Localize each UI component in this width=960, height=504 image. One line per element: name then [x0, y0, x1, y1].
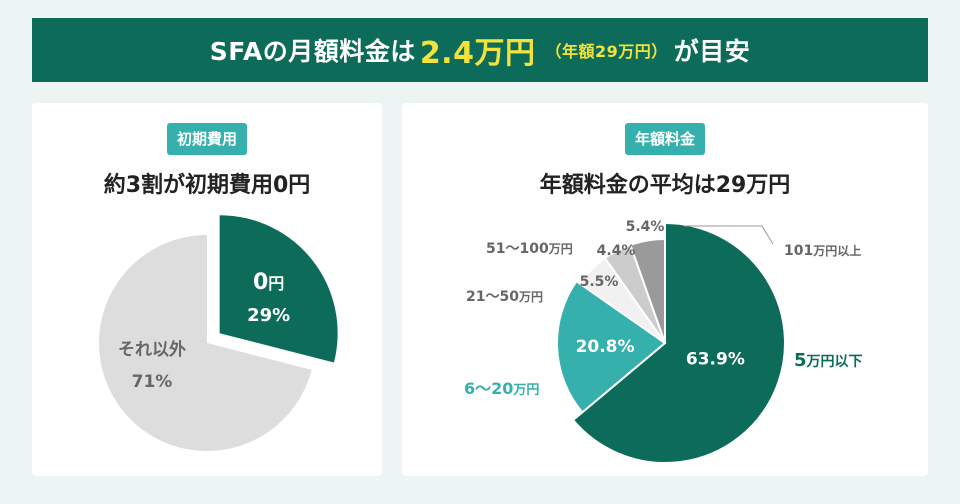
- pie-slice-5man-or-less: [571, 221, 786, 464]
- pie-slice-zero-yen: [219, 215, 338, 363]
- slice-value-51-100man: 4.4%: [597, 243, 636, 259]
- banner-text-post: が目安: [673, 37, 751, 66]
- leader-line-101man: [684, 225, 774, 245]
- annual-fee-title: 年額料金の平均は29万円: [539, 173, 791, 198]
- banner-annual-amount: （年額29万円）: [545, 42, 668, 61]
- slice-value-6-20man: 20.8%: [576, 337, 635, 357]
- slice-value-other: 71%: [132, 372, 173, 392]
- slice-value-101man-or-more: 5.4%: [626, 219, 665, 235]
- initial-cost-badge: 初期費用: [166, 123, 248, 155]
- pie-slice-6-20man: [556, 279, 667, 414]
- category-label-51-100man: 51～100万円: [486, 241, 573, 257]
- slice-value-5man-or-less: 63.9%: [686, 349, 745, 369]
- slice-label-other: それ以外: [118, 339, 186, 360]
- slice-label-zero-yen: 0円: [253, 270, 284, 295]
- pie-slice-101man-or-more: [629, 237, 666, 344]
- annual-fee-panel: 年額料金 年額料金の平均は29万円 63.9% 20.8% 5.5% 4.4% 5.4%…: [402, 103, 928, 476]
- banner-text-pre: SFAの月額料金は: [209, 37, 416, 66]
- annual-fee-badge: 年額料金: [624, 123, 706, 155]
- category-label-21-50man: 21～50万円: [466, 289, 543, 305]
- category-label-101man-or-more: 101万円以上: [784, 243, 861, 259]
- initial-cost-pie-chart: 0円 29% それ以外 71%: [99, 215, 338, 452]
- annual-fee-pie-chart: 63.9% 20.8% 5.5% 4.4% 5.4% 5万円以下 6～20万円 21～50万円…: [464, 219, 863, 464]
- initial-cost-title: 約3割が初期費用0円: [103, 173, 311, 198]
- category-label-5man-or-less: 5万円以下: [794, 350, 863, 371]
- slice-value-21-50man: 5.5%: [580, 274, 619, 290]
- initial-cost-panel: 初期費用 約3割が初期費用0円 0円 29% それ以外 71%: [32, 103, 382, 476]
- slice-value-zero-yen: 29%: [247, 305, 290, 326]
- category-label-6-20man: 6～20万円: [464, 379, 539, 398]
- pie-slice-other: [99, 235, 312, 452]
- banner-monthly-amount: 2.4万円: [419, 36, 536, 71]
- header-banner: SFAの月額料金は 2.4万円 （年額29万円） が目安: [32, 18, 928, 82]
